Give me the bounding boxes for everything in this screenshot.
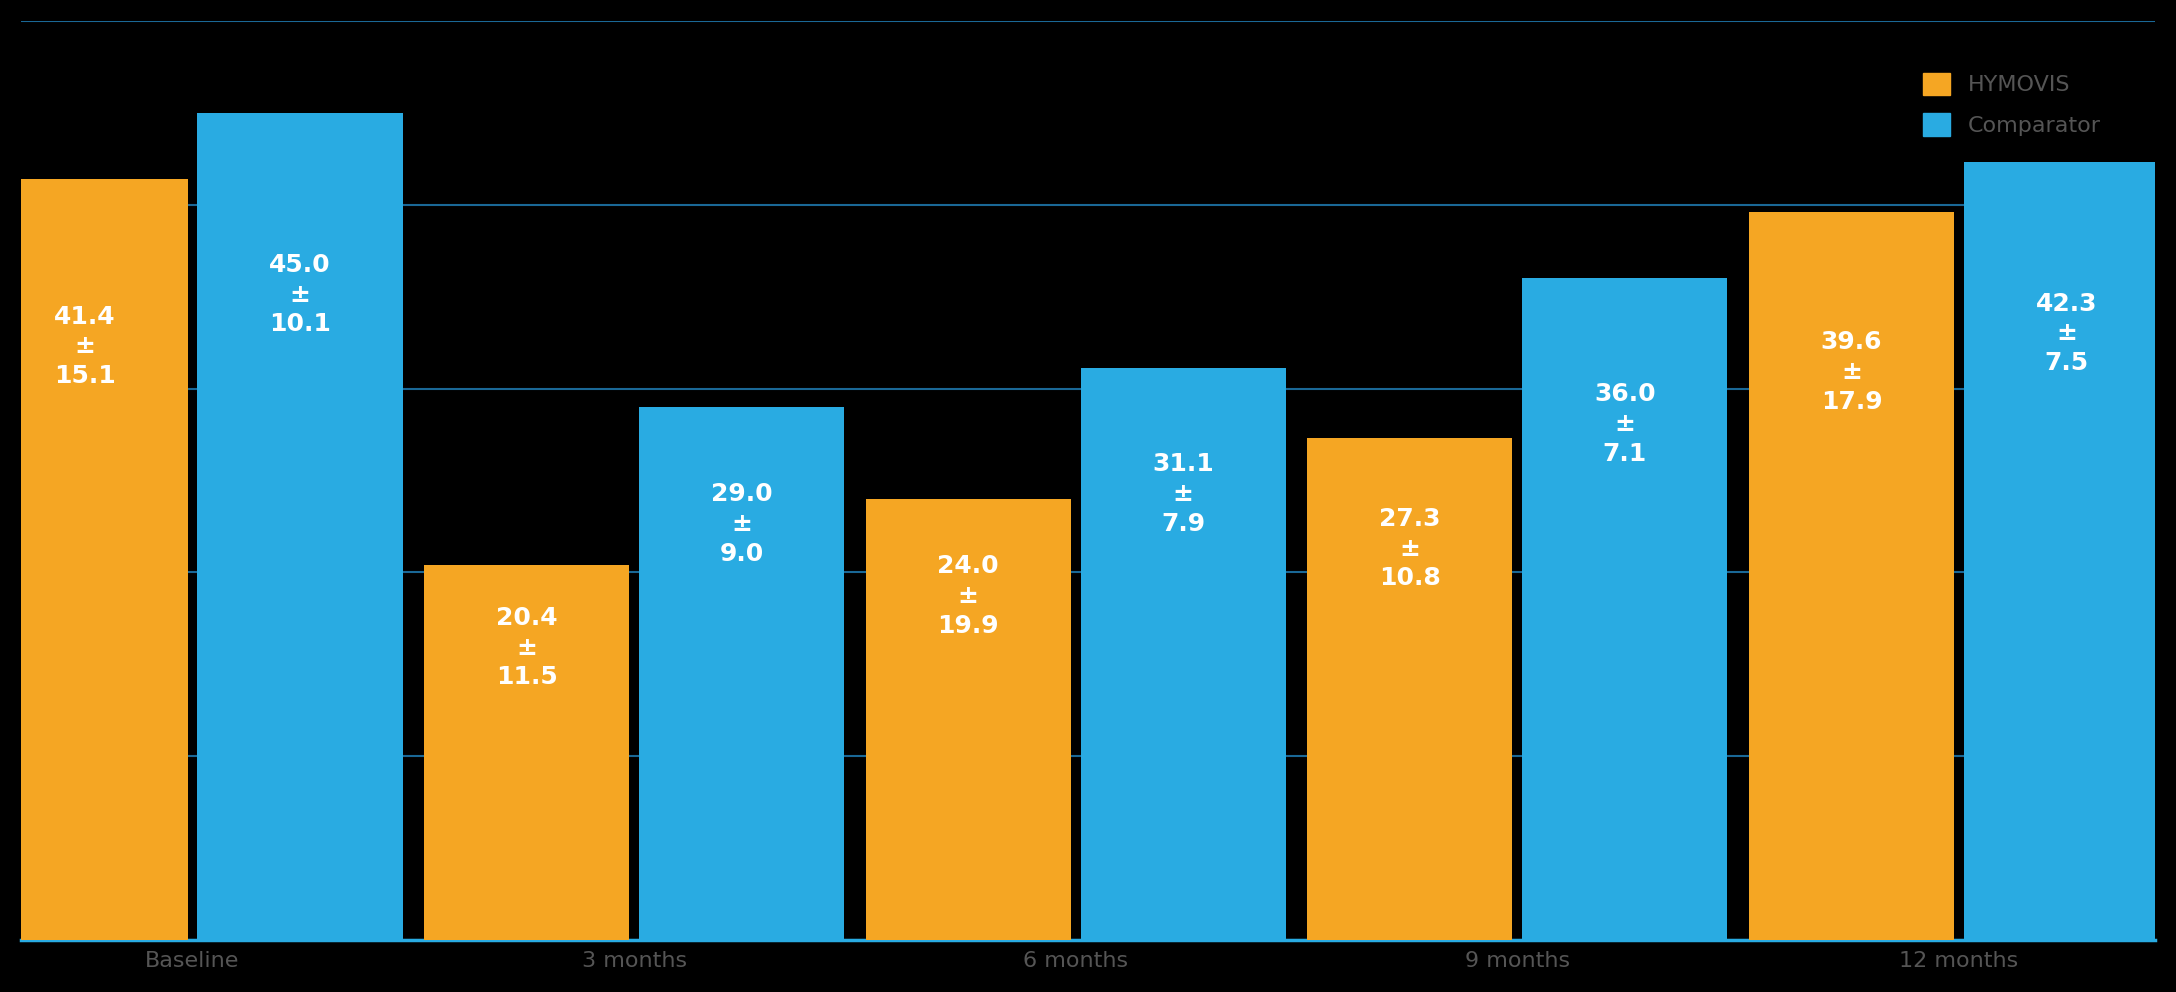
Legend: HYMOVIS, Comparator: HYMOVIS, Comparator [1902,51,2124,159]
Text: 27.3
±
10.8: 27.3 ± 10.8 [1380,507,1441,590]
Bar [1308,438,1512,940]
Bar [866,499,1071,940]
Bar [1523,278,1728,940]
Text: 20.4
±
11.5: 20.4 ± 11.5 [496,606,557,689]
Bar [1963,163,2169,940]
Text: 36.0
±
7.1: 36.0 ± 7.1 [1595,382,1656,465]
Bar [1750,212,1954,940]
Text: 45.0
±
10.1: 45.0 ± 10.1 [270,253,331,336]
Text: 41.4
±
15.1: 41.4 ± 15.1 [54,305,115,388]
Text: 31.1
±
7.9: 31.1 ± 7.9 [1153,452,1214,536]
Text: 29.0
±
9.0: 29.0 ± 9.0 [712,482,772,565]
Text: 39.6
±
17.9: 39.6 ± 17.9 [1821,330,1882,414]
Bar [1081,368,1286,940]
Bar [0,179,187,940]
Bar [424,565,629,940]
Bar [640,407,844,940]
Text: 24.0
±
19.9: 24.0 ± 19.9 [938,555,999,638]
Text: 42.3
±
7.5: 42.3 ± 7.5 [2035,292,2098,375]
Bar [198,113,403,940]
